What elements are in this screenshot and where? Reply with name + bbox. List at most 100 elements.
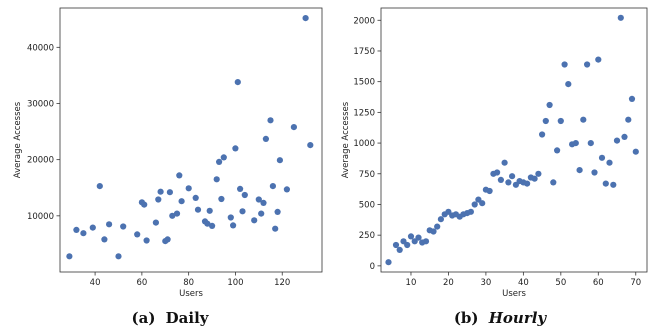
point-daily-17 xyxy=(164,236,171,243)
point-daily-4 xyxy=(96,183,103,190)
point-hourly-60 xyxy=(613,137,621,144)
point-daily-5 xyxy=(101,236,108,243)
point-hourly-40 xyxy=(539,131,546,138)
point-daily-38 xyxy=(237,185,244,192)
point-daily-18 xyxy=(166,189,173,196)
point-hourly-51 xyxy=(580,116,587,123)
y-axis-label-daily: Average Accesses xyxy=(13,101,23,178)
point-daily-47 xyxy=(269,183,276,190)
y-tick-label-hourly: 1000 xyxy=(353,139,375,149)
point-hourly-42 xyxy=(546,101,553,109)
point-hourly-54 xyxy=(591,169,598,176)
point-daily-13 xyxy=(152,219,159,226)
point-hourly-36 xyxy=(524,180,531,187)
point-daily-34 xyxy=(227,214,234,221)
y-tick-label-hourly: 1250 xyxy=(353,108,375,118)
point-daily-14 xyxy=(155,196,162,203)
point-hourly-2 xyxy=(396,246,403,253)
point-daily-51 xyxy=(283,186,290,193)
x-axis-label-hourly: Users xyxy=(502,289,526,299)
point-daily-45 xyxy=(262,135,269,142)
point-hourly-15 xyxy=(445,208,452,215)
x-tick-label-hourly: 50 xyxy=(555,278,566,288)
y-tick-label-hourly: 250 xyxy=(359,231,375,241)
caption-daily-text: Daily xyxy=(166,309,210,327)
y-tick-label-hourly: 2000 xyxy=(353,16,375,26)
point-daily-33 xyxy=(220,154,227,161)
point-daily-25 xyxy=(194,206,202,213)
point-hourly-0 xyxy=(385,259,392,266)
point-daily-8 xyxy=(120,223,127,230)
y-tick-label-daily: 10000 xyxy=(27,212,54,222)
point-daily-3 xyxy=(89,224,96,231)
point-hourly-24 xyxy=(479,200,486,207)
point-daily-30 xyxy=(213,176,220,183)
point-hourly-64 xyxy=(628,95,636,102)
point-hourly-22 xyxy=(471,201,478,208)
point-hourly-44 xyxy=(554,147,561,154)
point-daily-50 xyxy=(276,157,283,164)
caption-hourly: (b) Hourly xyxy=(454,309,548,327)
point-hourly-28 xyxy=(494,169,501,176)
point-hourly-32 xyxy=(508,173,516,180)
y-tick-label-hourly: 1500 xyxy=(353,78,375,88)
point-hourly-57 xyxy=(602,180,609,187)
y-axis-label-hourly: Average Accesses xyxy=(341,101,351,178)
point-daily-43 xyxy=(258,210,265,217)
x-tick-label-hourly: 30 xyxy=(480,278,491,288)
point-daily-2 xyxy=(80,230,87,237)
caption-hourly-label: (b) xyxy=(454,309,479,327)
y-tick-label-daily: 40000 xyxy=(27,43,54,53)
point-daily-31 xyxy=(216,158,223,165)
point-daily-21 xyxy=(176,172,183,179)
point-daily-20 xyxy=(173,210,181,217)
point-hourly-63 xyxy=(625,116,632,123)
x-tick-label-daily: 60 xyxy=(136,278,147,288)
point-daily-42 xyxy=(255,196,262,203)
point-hourly-7 xyxy=(415,234,422,241)
point-hourly-31 xyxy=(505,179,512,186)
caption-hourly-text: Hourly xyxy=(488,309,548,327)
x-tick-label-hourly: 20 xyxy=(443,278,454,288)
plot-frame-hourly xyxy=(380,7,648,273)
y-tick-label-hourly: 500 xyxy=(359,200,375,210)
x-tick-label-hourly: 70 xyxy=(630,278,641,288)
point-daily-0 xyxy=(66,253,73,260)
point-hourly-53 xyxy=(587,140,594,147)
plot-frame-daily xyxy=(59,7,323,273)
point-hourly-43 xyxy=(550,179,557,186)
point-hourly-39 xyxy=(535,170,542,177)
x-axis-label-daily: Users xyxy=(179,289,203,299)
y-tick-label-daily: 30000 xyxy=(27,99,54,109)
point-hourly-46 xyxy=(561,61,568,68)
point-hourly-59 xyxy=(610,181,617,188)
y-ticks-hourly: 0 250 500 750 1000 1250 1500 1750 2000 xyxy=(353,16,381,272)
point-hourly-12 xyxy=(434,223,441,230)
point-daily-12 xyxy=(143,237,150,244)
point-hourly-45 xyxy=(557,117,564,125)
point-hourly-21 xyxy=(467,208,474,215)
point-hourly-38 xyxy=(531,175,538,182)
x-tick-label-hourly: 40 xyxy=(518,278,529,288)
point-hourly-62 xyxy=(621,133,628,140)
point-hourly-9 xyxy=(422,238,430,245)
point-daily-36 xyxy=(232,145,239,152)
x-tick-label-daily: 80 xyxy=(183,278,194,288)
point-daily-23 xyxy=(185,185,192,192)
point-daily-11 xyxy=(141,201,148,208)
point-daily-19 xyxy=(169,212,176,219)
point-daily-24 xyxy=(192,194,199,201)
caption-daily: (a) Daily xyxy=(132,309,210,327)
point-hourly-11 xyxy=(430,228,437,235)
point-hourly-55 xyxy=(595,56,602,63)
point-daily-32 xyxy=(218,195,225,203)
point-daily-41 xyxy=(251,217,258,224)
point-hourly-56 xyxy=(598,154,606,161)
point-hourly-50 xyxy=(576,167,583,174)
x-tick-label-hourly: 10 xyxy=(406,278,417,288)
y-tick-label-hourly: 1750 xyxy=(353,47,375,57)
y-ticks-daily: 10000 20000 30000 40000 xyxy=(27,43,60,222)
point-daily-1 xyxy=(73,226,80,233)
y-tick-label-daily: 20000 xyxy=(27,156,54,166)
